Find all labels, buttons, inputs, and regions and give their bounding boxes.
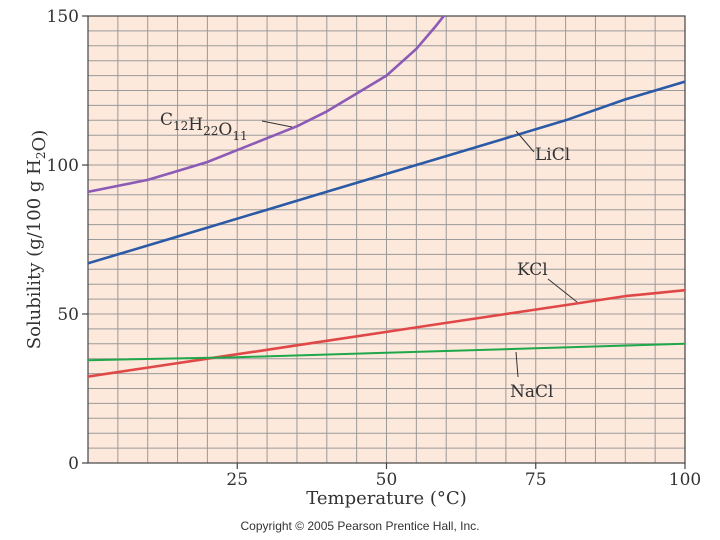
series-lines (88, 16, 685, 378)
series-line-c12h22o11 (88, 16, 446, 194)
x-tick-label: 50 (376, 470, 398, 490)
leader-line-c12h22o11 (261, 120, 293, 128)
series-label-nacl: NaCl (510, 382, 553, 402)
y-tick-label: 0 (68, 454, 79, 474)
leader-line-kcl (547, 278, 578, 303)
series-line-kcl (88, 288, 685, 378)
series-labels: C12H22O11 LiCl KCl NaCl (160, 110, 570, 402)
series-line-nacl (88, 342, 685, 362)
y-tick-label: 100 (47, 156, 79, 176)
grid (88, 16, 685, 463)
series-line-licl (88, 80, 685, 265)
series-label-leaders (261, 120, 578, 378)
series-label-licl: LiCl (535, 145, 570, 165)
x-axis-title: Temperature (°C) (306, 488, 466, 509)
y-axis-title: Solubility (g/100 g H2O) (24, 130, 50, 350)
y-tick-label: 50 (57, 305, 79, 325)
x-tick-label: 75 (525, 470, 547, 490)
x-tick-label: 100 (669, 470, 701, 490)
series-label-c12h22o11: C12H22O11 (160, 110, 248, 143)
y-tick-label: 150 (47, 7, 79, 27)
copyright-notice: Copyright © 2005 Pearson Prentice Hall, … (241, 519, 480, 533)
leader-line-nacl (515, 351, 519, 378)
axis-ticks: 25 50 75 100 0 50 100 150 (47, 7, 702, 490)
leader-line-licl (515, 130, 535, 153)
x-tick-label: 25 (226, 470, 248, 490)
series-label-kcl: KCl (517, 260, 548, 280)
